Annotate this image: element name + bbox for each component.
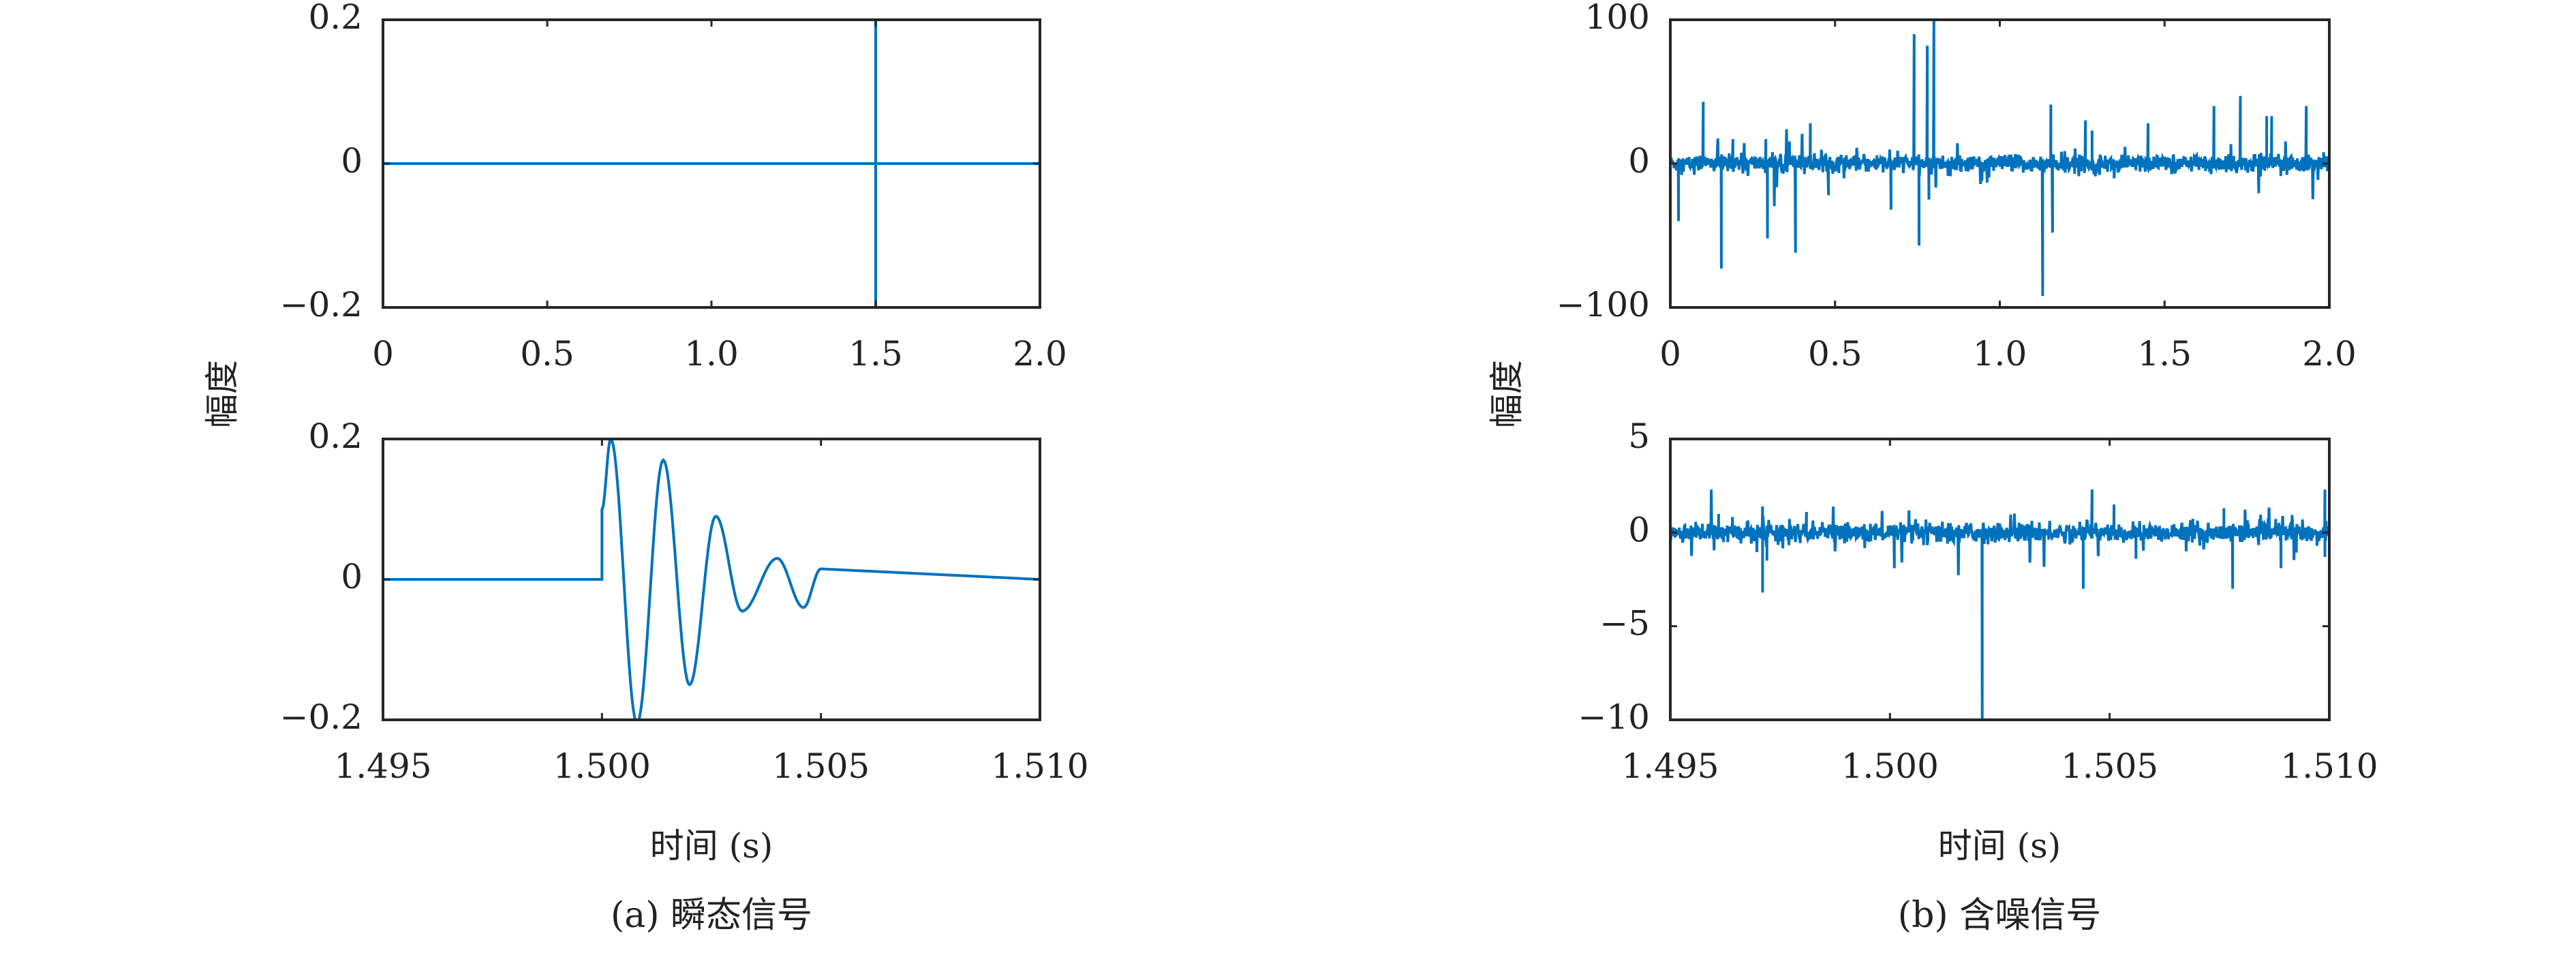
- axes-a-bottom: 1.495 1.500 1.505 1.510 −0.2 0 0.2: [280, 416, 1089, 786]
- y-tick-label: 5: [1628, 416, 1650, 456]
- x-tick-label: 0: [372, 334, 394, 374]
- x-tick-label: 1.495: [334, 746, 431, 786]
- y-tick-label: 0: [341, 141, 363, 181]
- x-tick-label: 1.505: [2061, 746, 2158, 786]
- x-tick-label: 1.505: [772, 746, 870, 786]
- x-tick-label: 1.5: [848, 334, 903, 374]
- x-tick-label: 1.510: [2280, 746, 2378, 786]
- caption-a: (a) 瞬态信号: [611, 895, 812, 936]
- x-tick-label: 2.0: [2302, 334, 2357, 374]
- series-line: [383, 438, 1040, 721]
- series-line: [1670, 489, 2329, 721]
- y-tick-label: −5: [1599, 604, 1650, 643]
- x-axis-label-left: 时间 (s): [650, 826, 773, 866]
- x-tick-label: 1.500: [1841, 746, 1939, 786]
- series-line: [1670, 19, 2329, 297]
- y-tick-label: 0: [1628, 141, 1650, 181]
- x-tick-label: 1.0: [684, 334, 739, 374]
- x-tick-label: 1.500: [553, 746, 651, 786]
- x-tick-label: 1.495: [1621, 746, 1719, 786]
- axes-frame: [1669, 438, 2331, 721]
- x-tick-label: 0: [1659, 334, 1681, 374]
- y-tick-label: 0.2: [308, 0, 363, 37]
- x-tick-label: 0.5: [520, 334, 574, 374]
- x-tick-label: 2.0: [1013, 334, 1067, 374]
- x-axis-label-right: 时间 (s): [1938, 826, 2061, 866]
- x-tick-label: 1.0: [1973, 334, 2027, 374]
- y-tick-label: −100: [1557, 285, 1650, 324]
- caption-b: (b) 含噪信号: [1898, 895, 2101, 936]
- y-tick-label: −10: [1578, 697, 1650, 737]
- series-line: [383, 20, 1040, 307]
- y-tick-label: 0: [1628, 510, 1650, 549]
- y-tick-label: 0.2: [308, 416, 363, 456]
- x-tick-label: 1.5: [2137, 334, 2192, 374]
- axes-a-top: 0 0.5 1.0 1.5 2.0−0.200.2: [280, 0, 1067, 374]
- axes-b-bottom: 1.495 1.500 1.505 1.510 −10 −5 0 5: [1578, 416, 2378, 786]
- y-tick-label: 0: [341, 557, 363, 596]
- y-tick-label: −0.2: [280, 285, 363, 324]
- x-tick-label: 0.5: [1808, 334, 1862, 374]
- x-tick-label: 1.510: [991, 746, 1088, 786]
- y-tick-label: −0.2: [280, 697, 363, 737]
- y-axis-label-right: 幅度: [1487, 360, 1527, 428]
- y-axis-label-left: 幅度: [202, 360, 242, 428]
- y-tick-label: 100: [1585, 0, 1650, 37]
